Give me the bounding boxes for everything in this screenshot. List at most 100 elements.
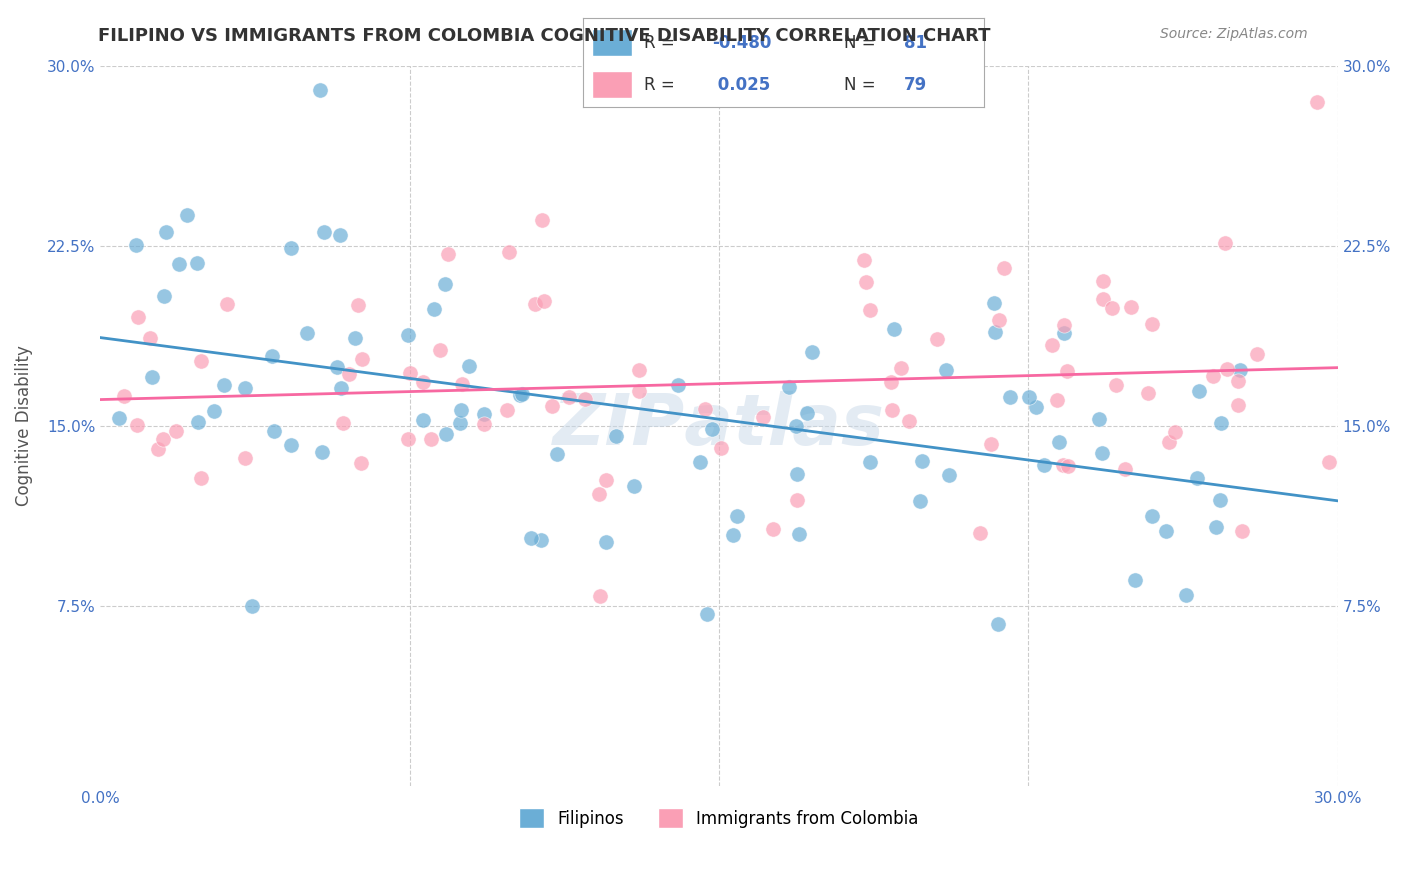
Point — [344, 331, 367, 345]
Point — [595, 534, 617, 549]
Point — [710, 441, 733, 455]
Point — [280, 241, 302, 255]
Point — [125, 418, 148, 433]
Point — [176, 208, 198, 222]
Point — [934, 363, 956, 377]
Point — [1114, 461, 1136, 475]
Point — [721, 528, 744, 542]
Point — [429, 343, 451, 358]
Point — [1319, 455, 1341, 469]
Point — [436, 427, 458, 442]
Point — [263, 424, 285, 438]
Point — [998, 390, 1021, 404]
Point — [541, 400, 564, 414]
Point — [1188, 384, 1211, 398]
Point — [1025, 401, 1047, 415]
Point — [546, 447, 568, 461]
Text: R =: R = — [644, 34, 679, 52]
Point — [420, 433, 443, 447]
Point — [789, 527, 811, 541]
Point — [190, 354, 212, 368]
Point — [1209, 416, 1232, 430]
Legend: Filipinos, Immigrants from Colombia: Filipinos, Immigrants from Colombia — [513, 801, 925, 835]
Point — [696, 607, 718, 621]
Point — [347, 298, 370, 312]
Point — [752, 409, 775, 424]
Point — [1046, 392, 1069, 407]
Point — [1033, 458, 1056, 472]
Point — [450, 402, 472, 417]
Point — [337, 368, 360, 382]
Point — [1091, 274, 1114, 288]
Point — [858, 455, 880, 469]
Point — [1052, 458, 1074, 472]
Point — [1229, 363, 1251, 377]
Point — [925, 332, 948, 346]
Point — [890, 361, 912, 376]
Point — [212, 378, 235, 392]
Point — [1202, 368, 1225, 383]
Y-axis label: Cognitive Disability: Cognitive Disability — [15, 345, 32, 506]
Point — [1205, 520, 1227, 534]
Text: ZIP​atlas: ZIP​atlas — [553, 392, 884, 460]
Point — [1101, 301, 1123, 315]
Text: -0.480: -0.480 — [711, 34, 770, 52]
Point — [437, 247, 460, 261]
Point — [588, 487, 610, 501]
Point — [980, 437, 1002, 451]
Point — [186, 256, 208, 270]
Point — [153, 289, 176, 303]
Point — [1216, 361, 1239, 376]
Point — [108, 411, 131, 425]
Point — [139, 331, 162, 345]
Point — [1056, 459, 1078, 474]
Point — [329, 381, 352, 395]
Point — [529, 533, 551, 548]
Point — [1227, 398, 1250, 412]
Point — [853, 253, 876, 268]
Point — [533, 293, 555, 308]
Point — [855, 275, 877, 289]
Point — [1140, 508, 1163, 523]
Point — [312, 225, 335, 239]
Point — [350, 352, 373, 367]
Text: 79: 79 — [904, 76, 928, 94]
Point — [125, 238, 148, 252]
Point — [240, 599, 263, 613]
Point — [496, 403, 519, 417]
Point — [1049, 435, 1071, 450]
Text: Source: ZipAtlas.com: Source: ZipAtlas.com — [1160, 27, 1308, 41]
Point — [558, 390, 581, 404]
Point — [1091, 292, 1114, 306]
Point — [695, 402, 717, 417]
Point — [309, 82, 332, 96]
Point — [666, 378, 689, 392]
FancyBboxPatch shape — [592, 71, 631, 98]
Point — [434, 277, 457, 292]
Point — [311, 445, 333, 459]
Point — [983, 296, 1005, 310]
Point — [785, 418, 807, 433]
Point — [883, 322, 905, 336]
Point — [1056, 364, 1078, 378]
Point — [325, 359, 347, 374]
Point — [1159, 434, 1181, 449]
Text: 81: 81 — [904, 34, 927, 52]
Point — [398, 367, 420, 381]
Point — [1209, 493, 1232, 508]
Point — [412, 375, 434, 389]
Point — [880, 376, 903, 390]
Point — [329, 228, 352, 243]
Point — [779, 380, 801, 394]
Point — [422, 301, 444, 316]
Point — [472, 417, 495, 431]
Point — [796, 406, 818, 420]
Point — [187, 415, 209, 429]
Point — [190, 471, 212, 485]
Point — [1164, 425, 1187, 439]
Point — [531, 213, 554, 227]
Point — [786, 493, 808, 508]
Point — [498, 245, 520, 260]
Point — [457, 359, 479, 374]
Point — [1087, 412, 1109, 426]
